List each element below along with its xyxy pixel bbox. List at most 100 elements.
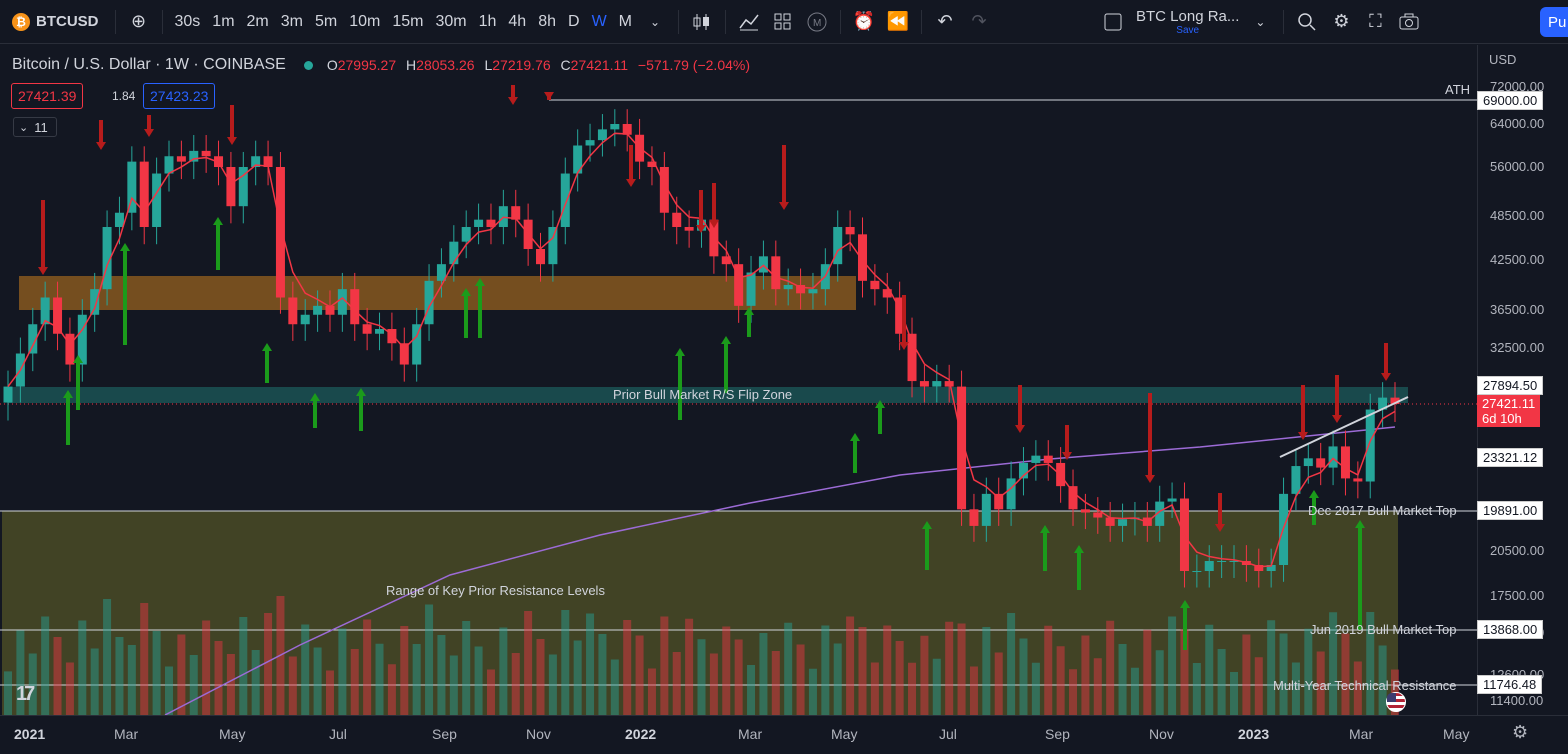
interval-10m[interactable]: 10m: [349, 12, 381, 30]
gear-icon[interactable]: ⚙: [1512, 722, 1529, 742]
sell-signal-arrowhead: [544, 92, 554, 100]
plus-circle-icon[interactable]: ⊕: [130, 11, 147, 31]
candle-body: [1266, 565, 1276, 571]
svg-text:M: M: [813, 18, 821, 29]
volume-bar: [140, 603, 149, 715]
volume-bar: [573, 640, 582, 715]
volume-bar: [635, 635, 644, 715]
volume-bar: [1019, 638, 1028, 715]
volume-bar: [65, 662, 74, 715]
candle-body: [833, 227, 843, 265]
volume-bar: [524, 611, 533, 715]
chevron-down-icon[interactable]: ⌄: [649, 14, 661, 29]
volume-bar: [28, 653, 37, 715]
candle-body: [114, 212, 124, 227]
sell-button[interactable]: 27421.39: [11, 83, 84, 109]
candle-body: [3, 386, 13, 403]
buy-signal-arrowhead: [1040, 525, 1050, 533]
interval-15m[interactable]: 15m: [392, 12, 424, 30]
candle-body: [1378, 397, 1388, 410]
camera-icon[interactable]: [1392, 6, 1426, 38]
sell-signal-arrowhead: [144, 129, 154, 137]
layout-title: BTC Long Ra...: [1136, 7, 1240, 25]
interval-5m[interactable]: 5m: [315, 12, 338, 30]
volume-bar: [115, 637, 124, 715]
volume-bar: [1155, 650, 1164, 715]
layout-name[interactable]: BTC Long Ra... Save: [1136, 8, 1239, 36]
buy-signal-arrowhead: [120, 243, 130, 251]
volume-bar: [846, 616, 855, 715]
buy-button[interactable]: 27423.23: [143, 83, 216, 109]
time-axis[interactable]: 2021 Mar May Jul Sep Nov 2022 Mar May Jul Sep Nov 20…: [0, 715, 1568, 754]
symbol-description[interactable]: Bitcoin / U.S. Dollar · 1W · COINBASE: [12, 56, 286, 73]
volume-bar: [239, 617, 248, 715]
candle-body: [548, 227, 558, 265]
candle-body: [387, 329, 397, 344]
candle-body: [139, 161, 149, 227]
buy-signal-arrowhead: [922, 521, 932, 529]
candle-body: [919, 381, 929, 387]
fullscreen-icon[interactable]: ⛶: [1369, 11, 1382, 31]
volume-bar: [994, 652, 1003, 715]
candle-body: [436, 264, 446, 281]
search-icon[interactable]: [1290, 6, 1324, 38]
publish-button[interactable]: Pu: [1540, 7, 1568, 37]
interval-1h[interactable]: 1h: [478, 12, 497, 30]
price-chart[interactable]: [0, 45, 1477, 715]
candle-body: [1118, 519, 1128, 526]
interval-4h[interactable]: 4h: [508, 12, 527, 30]
grid-icon[interactable]: [766, 6, 800, 38]
volume-bar: [226, 654, 235, 715]
interval-30s[interactable]: 30s: [174, 12, 201, 30]
indicators-icon[interactable]: [732, 6, 766, 38]
key-resistance-range: [2, 511, 1398, 715]
interval-1m[interactable]: 1m: [212, 12, 235, 30]
candle-body: [288, 297, 298, 325]
indicators-toggle[interactable]: ⌄ 11: [13, 117, 57, 137]
undo-icon[interactable]: ↶: [937, 11, 953, 31]
candle-body: [734, 264, 744, 306]
interval-30m[interactable]: 30m: [435, 12, 467, 30]
interval-D[interactable]: D: [568, 12, 580, 30]
volume-bar: [1217, 649, 1226, 715]
currency-label[interactable]: USD: [1489, 52, 1517, 67]
alarm-icon[interactable]: ⏰: [852, 11, 876, 31]
volume-bar: [685, 618, 694, 715]
candle-body: [511, 206, 521, 220]
symbol-search[interactable]: ₿ BTCUSD: [0, 0, 109, 44]
time-tick-label: Sep: [432, 726, 457, 742]
volume-bar: [870, 662, 879, 715]
redo-icon[interactable]: ↷: [971, 11, 987, 31]
volume-bar: [1242, 634, 1251, 715]
m-circle-icon[interactable]: M: [800, 6, 834, 38]
symbol-name: BTCUSD: [36, 13, 99, 30]
us-flag-icon[interactable]: [1386, 692, 1406, 712]
interval-M[interactable]: M: [618, 12, 632, 30]
time-tick-label: May: [831, 726, 858, 742]
time-tick-label: Mar: [114, 726, 139, 742]
candle-body: [362, 324, 372, 334]
candle-body: [1167, 498, 1177, 502]
candle-body: [1068, 486, 1078, 510]
replay-icon[interactable]: ⏪: [886, 11, 910, 31]
chevron-down-icon[interactable]: ⌄: [1255, 14, 1266, 29]
candles-icon[interactable]: [685, 6, 719, 38]
gear-icon[interactable]: ⚙: [1333, 11, 1350, 31]
candle-body: [77, 314, 87, 365]
open-value: 27995.27: [337, 57, 397, 73]
candle-body: [251, 156, 261, 167]
layout-square-icon[interactable]: [1096, 6, 1130, 38]
volume-bar: [1279, 633, 1288, 715]
candle-body: [275, 167, 285, 298]
volume-bar: [387, 664, 396, 715]
candle-body: [1390, 397, 1400, 404]
interval-W[interactable]: W: [591, 12, 607, 30]
candle-body: [127, 161, 137, 213]
interval-8h[interactable]: 8h: [538, 12, 556, 30]
interval-3m[interactable]: 3m: [280, 12, 303, 30]
interval-2m[interactable]: 2m: [246, 12, 269, 30]
candle-body: [684, 227, 694, 231]
volume-bar: [709, 653, 718, 715]
price-tick-label: 32500.00: [1490, 340, 1545, 355]
save-label[interactable]: Save: [1176, 24, 1200, 36]
